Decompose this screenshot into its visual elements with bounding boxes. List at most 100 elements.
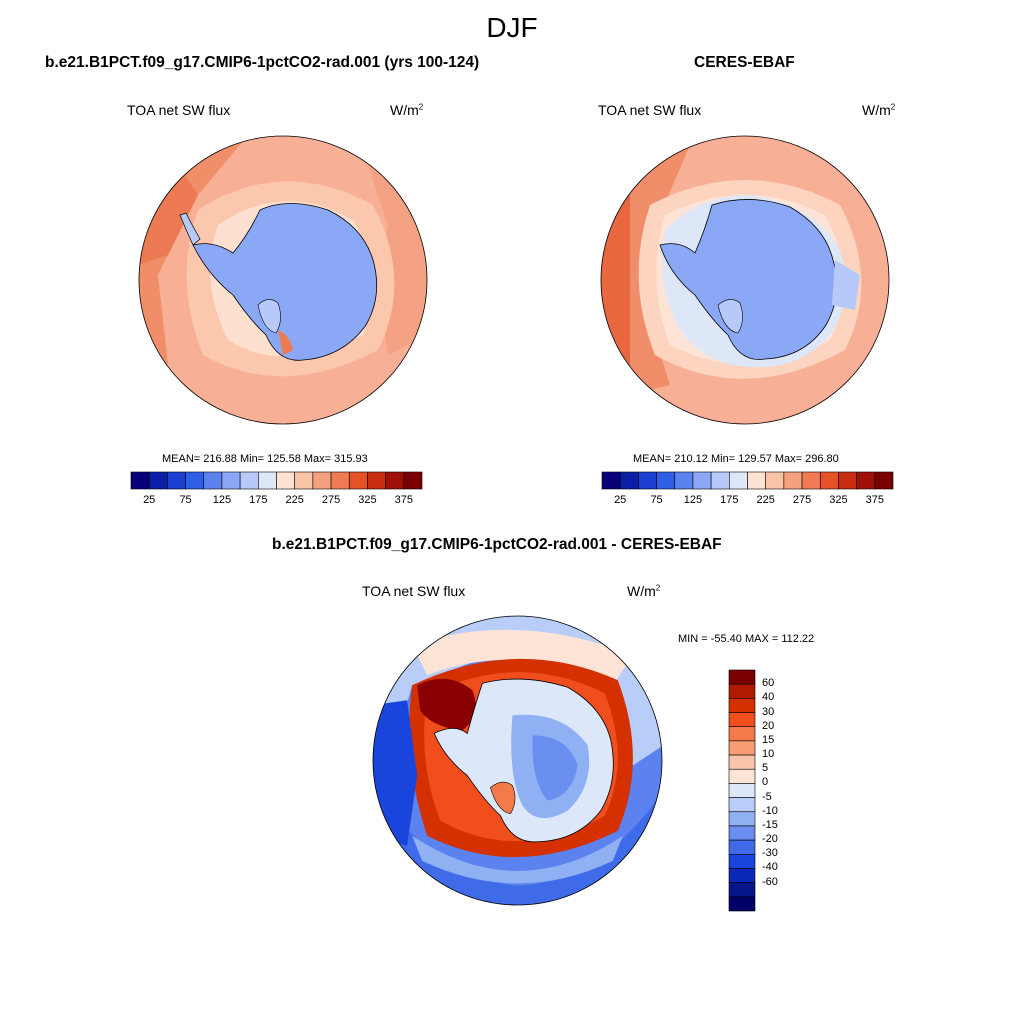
colorbar-box: [348, 471, 368, 490]
colorbar-box: [874, 471, 894, 490]
diff-colorbar-tick-label: -20: [762, 833, 778, 846]
diff-colorbar-box: [728, 811, 756, 827]
panel2-colorbar: [601, 471, 894, 490]
colorbar-box: [276, 471, 295, 490]
colorbar-tick-label: 375: [394, 494, 413, 506]
diff-colorbar-box: [728, 754, 756, 770]
colorbar-box: [185, 471, 205, 490]
p3-dark-red-spot: [417, 678, 476, 731]
p3-top-pale-red: [412, 629, 633, 686]
diff-colorbar-box: [728, 797, 756, 813]
p3-south-pale: [412, 835, 623, 884]
diff-colorbar-tick-label: -60: [762, 875, 778, 888]
colorbar-box: [203, 471, 223, 490]
diff-colorbar-tick-label: -40: [762, 861, 778, 874]
colorbar-tick-label: 125: [212, 494, 232, 506]
colorbar-tick-label: 275: [792, 494, 812, 506]
panel3-colorbar: [728, 669, 756, 912]
panel1-case-title: b.e21.B1PCT.f09_g17.CMIP6-1pctCO2-rad.00…: [45, 54, 480, 71]
diff-colorbar-box: [728, 683, 756, 699]
diff-colorbar-tick-label: -10: [762, 804, 778, 817]
colorbar-box: [765, 471, 785, 490]
diff-colorbar-tick-label: -30: [762, 847, 778, 860]
panel1-colorbar-boxes: [130, 471, 423, 490]
panel1-polar-map: [138, 135, 428, 425]
colorbar-box: [638, 471, 657, 490]
main-title: DJF: [486, 12, 538, 43]
diff-colorbar-box: [728, 669, 756, 685]
colorbar-tick-label: 225: [756, 494, 775, 506]
panel1-colorbar: [130, 471, 423, 490]
diff-colorbar-tick-label: 15: [762, 733, 775, 746]
colorbar-tick-label: 275: [321, 494, 341, 506]
colorbar-tick-label: 325: [829, 494, 848, 506]
panel3-stats: MIN = -55.40 MAX = 112.22: [678, 633, 815, 645]
colorbar-box: [403, 471, 423, 490]
colorbar-box: [258, 471, 277, 490]
diff-colorbar-box: [728, 768, 756, 784]
p3-west-dark-blue: [373, 700, 418, 846]
diff-colorbar-box: [728, 698, 756, 713]
panel2-stats: MEAN= 210.12 Min= 129.57 Max= 296.80: [633, 453, 839, 465]
diff-colorbar-tick-label: 20: [762, 719, 775, 732]
diff-colorbar-tick-label: 0: [762, 776, 769, 789]
colorbar-tick-label: 175: [720, 494, 739, 506]
panel1-variable-label: TOA net SW flux: [127, 102, 231, 118]
colorbar-box: [330, 471, 350, 490]
panel3-colorbar-boxes: [728, 669, 756, 912]
panel1-stats: MEAN= 216.88 Min= 125.58 Max= 315.93: [162, 453, 368, 465]
diff-colorbar-box: [728, 839, 756, 855]
colorbar-tick-label: 25: [143, 494, 156, 506]
p1-red-spot: [278, 330, 293, 355]
colorbar-box: [674, 471, 694, 490]
panel3-units: W/m2: [627, 583, 661, 599]
p3-shelf-red: [490, 781, 516, 815]
colorbar-box: [729, 471, 748, 490]
colorbar-box: [710, 471, 730, 490]
colorbar-tick-label: 125: [683, 494, 703, 506]
colorbar-box: [856, 471, 876, 490]
diff-colorbar-tick-label: -15: [762, 818, 778, 831]
colorbar-box: [692, 471, 712, 490]
colorbar-tick-label: 75: [650, 494, 663, 506]
diff-colorbar-box: [728, 868, 756, 883]
colorbar-box: [838, 471, 857, 490]
diff-colorbar-tick-label: -5: [762, 790, 772, 803]
diff-colorbar-box: [728, 853, 756, 869]
colorbar-tick-label: 375: [865, 494, 884, 506]
diff-colorbar-tick-label: 40: [762, 691, 775, 704]
diff-colorbar-box: [728, 783, 756, 798]
colorbar-tick-label: 325: [358, 494, 377, 506]
panel3-variable-label: TOA net SW flux: [362, 583, 466, 599]
p2-shelf-ice: [717, 299, 743, 334]
colorbar-box: [619, 471, 639, 490]
colorbar-tick-label: 175: [249, 494, 268, 506]
diff-colorbar-box: [728, 825, 756, 841]
panel2-colorbar-boxes: [601, 471, 894, 490]
colorbar-box: [130, 471, 150, 490]
colorbar-box: [167, 471, 186, 490]
panel2-case-title: CERES-EBAF: [694, 54, 795, 71]
p2-ocean-dark: [630, 145, 690, 395]
colorbar-box: [221, 471, 241, 490]
diff-colorbar-box: [728, 896, 756, 912]
diff-colorbar-tick-label: 5: [762, 762, 769, 775]
panel2-variable-label: TOA net SW flux: [598, 102, 702, 118]
colorbar-box: [656, 471, 676, 490]
diff-colorbar-tick-label: 30: [762, 705, 775, 718]
diff-colorbar-box: [728, 726, 756, 742]
colorbar-box: [385, 471, 405, 490]
colorbar-box: [294, 471, 314, 490]
colorbar-tick-label: 75: [179, 494, 192, 506]
panel2-polar-map: [600, 135, 890, 425]
p1-antarctica-ice: [192, 203, 378, 361]
colorbar-tick-label: 225: [285, 494, 304, 506]
colorbar-box: [312, 471, 332, 490]
panel3-case-title: b.e21.B1PCT.f09_g17.CMIP6-1pctCO2-rad.00…: [272, 536, 722, 553]
diff-colorbar-box: [728, 882, 756, 898]
p2-antarctica-ice: [659, 199, 838, 360]
colorbar-box: [601, 471, 621, 490]
panel3-polar-map: [372, 615, 663, 906]
colorbar-box: [783, 471, 803, 490]
diff-colorbar-box: [728, 740, 756, 756]
